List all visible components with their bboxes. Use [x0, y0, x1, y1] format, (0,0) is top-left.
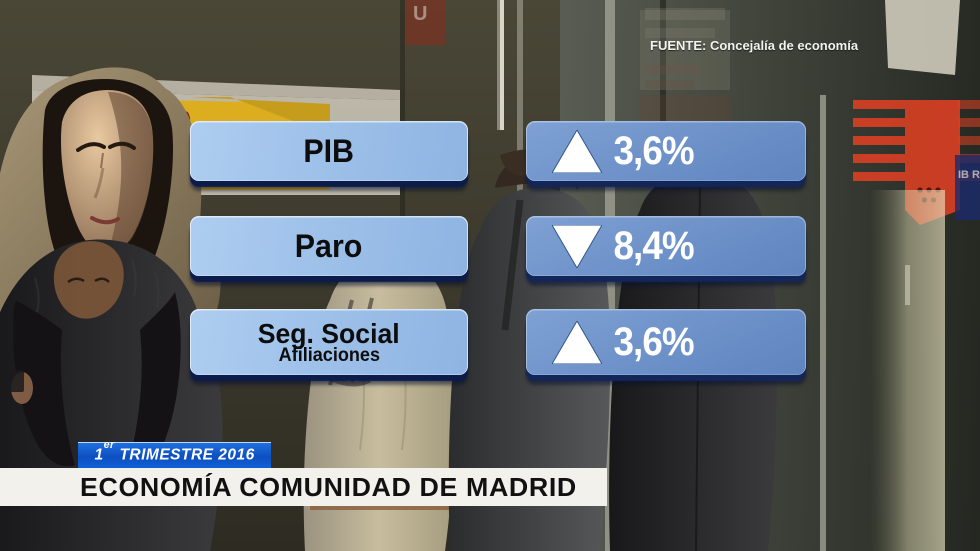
- svg-text:IB R: IB R: [958, 169, 980, 181]
- svg-text:U: U: [413, 3, 427, 25]
